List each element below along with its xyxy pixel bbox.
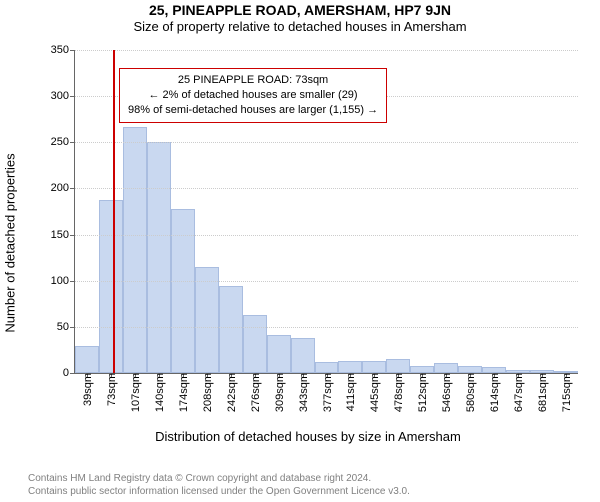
x-tick-label: 647sqm: [513, 373, 525, 412]
grid-line: [75, 188, 578, 189]
footer-line-2: Contains public sector information licen…: [28, 486, 590, 499]
y-tick-label: 350: [39, 44, 69, 56]
y-tick-mark: [70, 281, 75, 282]
grid-line: [75, 142, 578, 143]
histogram-bar: [338, 361, 362, 373]
y-tick-mark: [70, 188, 75, 189]
y-tick-label: 250: [39, 136, 69, 148]
y-tick-label: 0: [39, 367, 69, 379]
y-tick-mark: [70, 96, 75, 97]
x-tick-label: 411sqm: [345, 373, 357, 411]
x-tick-label: 309sqm: [274, 373, 286, 412]
x-tick-label: 73sqm: [106, 373, 118, 406]
annotation-line: 25 PINEAPPLE ROAD: 73sqm: [128, 73, 378, 88]
annotation-box: 25 PINEAPPLE ROAD: 73sqm← 2% of detached…: [119, 68, 387, 123]
y-tick-mark: [70, 50, 75, 51]
x-axis-label: Distribution of detached houses by size …: [28, 429, 588, 444]
annotation-line: 98% of semi-detached houses are larger (…: [128, 103, 378, 118]
x-tick-label: 174sqm: [178, 373, 190, 412]
page-title: 25, PINEAPPLE ROAD, AMERSHAM, HP7 9JN: [0, 2, 600, 18]
x-tick-label: 478sqm: [393, 373, 405, 412]
y-tick-label: 150: [39, 229, 69, 241]
x-tick-label: 580sqm: [465, 373, 477, 412]
x-tick-label: 242sqm: [226, 373, 238, 412]
histogram-bar: [195, 267, 219, 373]
x-tick-label: 107sqm: [130, 373, 142, 412]
y-tick-mark: [70, 235, 75, 236]
y-tick-label: 200: [39, 182, 69, 194]
grid-line: [75, 327, 578, 328]
y-tick-mark: [70, 142, 75, 143]
x-tick-label: 377sqm: [322, 373, 334, 412]
y-tick-label: 50: [39, 321, 69, 333]
histogram-bar: [219, 286, 243, 373]
x-tick-label: 546sqm: [441, 373, 453, 412]
x-tick-label: 343sqm: [298, 373, 310, 412]
x-tick-label: 208sqm: [202, 373, 214, 412]
histogram-bar: [267, 335, 291, 373]
histogram-bar: [171, 209, 195, 373]
x-tick-label: 140sqm: [154, 373, 166, 412]
footer-attribution: Contains HM Land Registry data © Crown c…: [28, 473, 590, 498]
grid-line: [75, 50, 578, 51]
histogram-bar: [458, 366, 482, 373]
histogram-bar: [362, 361, 386, 373]
grid-line: [75, 281, 578, 282]
footer-line-1: Contains HM Land Registry data © Crown c…: [28, 473, 590, 486]
y-tick-mark: [70, 327, 75, 328]
grid-line: [75, 235, 578, 236]
y-axis-label: Number of detached properties: [3, 153, 18, 332]
x-tick-label: 681sqm: [537, 373, 549, 412]
histogram-bar: [315, 362, 339, 373]
histogram-bar: [410, 366, 434, 373]
y-tick-mark: [70, 373, 75, 374]
x-tick-label: 276sqm: [250, 373, 262, 412]
histogram-bar: [123, 127, 147, 373]
x-tick-label: 614sqm: [489, 373, 501, 412]
histogram-bar: [434, 363, 458, 373]
property-marker-line: [113, 50, 115, 373]
histogram-bar: [291, 338, 315, 373]
histogram-bar: [99, 200, 123, 373]
x-tick-label: 512sqm: [417, 373, 429, 412]
histogram-bar: [75, 346, 99, 373]
annotation-line: ← 2% of detached houses are smaller (29): [128, 88, 378, 103]
y-tick-label: 300: [39, 90, 69, 102]
x-tick-label: 715sqm: [561, 373, 573, 412]
y-tick-label: 100: [39, 275, 69, 287]
plot-area: 05010015020025030035039sqm73sqm107sqm140…: [74, 50, 578, 374]
page-subtitle: Size of property relative to detached ho…: [0, 19, 600, 34]
x-tick-label: 39sqm: [82, 373, 94, 406]
x-tick-label: 445sqm: [369, 373, 381, 412]
histogram-bar: [386, 359, 410, 373]
chart-container: Number of detached properties 0501001502…: [28, 44, 588, 442]
histogram-bar: [243, 315, 267, 373]
histogram-bar: [147, 142, 171, 373]
